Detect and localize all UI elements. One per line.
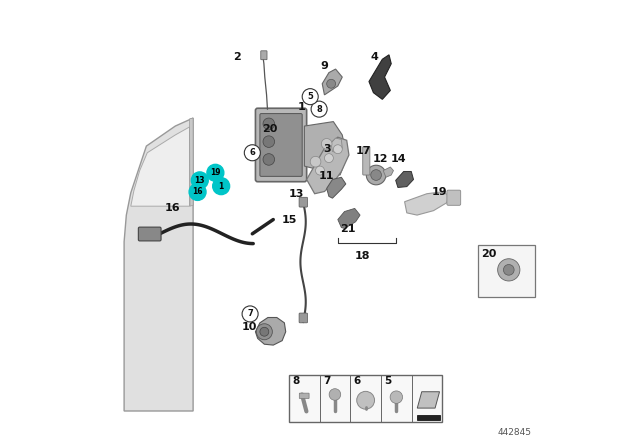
Polygon shape bbox=[417, 392, 440, 408]
Circle shape bbox=[326, 79, 335, 88]
Text: 9: 9 bbox=[321, 61, 328, 71]
Polygon shape bbox=[255, 318, 285, 345]
FancyBboxPatch shape bbox=[255, 108, 307, 182]
FancyBboxPatch shape bbox=[363, 146, 370, 175]
Text: 15: 15 bbox=[282, 215, 298, 225]
Circle shape bbox=[366, 165, 386, 185]
Circle shape bbox=[316, 166, 324, 175]
Text: 21: 21 bbox=[340, 224, 355, 234]
Text: 10: 10 bbox=[242, 322, 257, 332]
Circle shape bbox=[244, 145, 260, 161]
Circle shape bbox=[321, 138, 332, 149]
Circle shape bbox=[263, 136, 275, 147]
Polygon shape bbox=[124, 118, 193, 411]
Circle shape bbox=[310, 156, 321, 167]
Circle shape bbox=[371, 170, 381, 181]
Text: 6: 6 bbox=[250, 148, 255, 157]
FancyBboxPatch shape bbox=[138, 227, 161, 241]
Text: 20: 20 bbox=[481, 250, 496, 259]
Text: 6: 6 bbox=[354, 376, 361, 386]
Circle shape bbox=[324, 154, 333, 163]
Text: 19: 19 bbox=[210, 168, 221, 177]
Polygon shape bbox=[383, 167, 394, 177]
Text: 442845: 442845 bbox=[497, 428, 531, 437]
Text: 20: 20 bbox=[262, 124, 278, 134]
Circle shape bbox=[329, 389, 340, 400]
Polygon shape bbox=[331, 138, 342, 153]
Text: 19: 19 bbox=[431, 187, 447, 197]
Polygon shape bbox=[404, 192, 449, 215]
Polygon shape bbox=[305, 121, 347, 175]
Text: 4: 4 bbox=[371, 52, 378, 62]
Text: 7: 7 bbox=[247, 310, 253, 319]
Text: 16: 16 bbox=[164, 203, 180, 213]
Text: 11: 11 bbox=[319, 171, 335, 181]
Text: 13: 13 bbox=[195, 176, 205, 185]
Circle shape bbox=[207, 164, 224, 181]
Polygon shape bbox=[131, 127, 189, 206]
Text: 16: 16 bbox=[192, 187, 203, 196]
Circle shape bbox=[333, 145, 342, 154]
Polygon shape bbox=[189, 118, 193, 206]
Text: 7: 7 bbox=[323, 376, 330, 386]
Circle shape bbox=[390, 391, 403, 403]
FancyBboxPatch shape bbox=[299, 197, 308, 207]
Text: 1: 1 bbox=[218, 181, 224, 191]
Text: 13: 13 bbox=[289, 189, 305, 199]
Circle shape bbox=[302, 89, 318, 105]
Circle shape bbox=[263, 118, 275, 129]
FancyBboxPatch shape bbox=[260, 51, 267, 60]
Polygon shape bbox=[338, 208, 360, 228]
Text: 5: 5 bbox=[385, 376, 392, 386]
Polygon shape bbox=[307, 137, 349, 194]
Circle shape bbox=[260, 327, 269, 336]
Text: 17: 17 bbox=[356, 146, 371, 155]
FancyBboxPatch shape bbox=[260, 114, 302, 177]
Text: 3: 3 bbox=[323, 144, 331, 154]
Text: 8: 8 bbox=[316, 105, 322, 114]
Circle shape bbox=[257, 324, 273, 340]
Text: 2: 2 bbox=[234, 52, 241, 62]
Polygon shape bbox=[369, 55, 391, 99]
Circle shape bbox=[242, 306, 258, 322]
Circle shape bbox=[356, 392, 374, 409]
Circle shape bbox=[191, 172, 208, 189]
FancyBboxPatch shape bbox=[300, 393, 309, 398]
Circle shape bbox=[189, 184, 206, 200]
Text: 18: 18 bbox=[355, 251, 370, 261]
Text: 8: 8 bbox=[292, 376, 300, 386]
Text: 12: 12 bbox=[372, 155, 388, 164]
Polygon shape bbox=[326, 177, 346, 198]
Circle shape bbox=[311, 101, 327, 117]
Circle shape bbox=[212, 178, 230, 194]
Text: 14: 14 bbox=[391, 155, 406, 164]
Circle shape bbox=[504, 264, 514, 275]
Text: 5: 5 bbox=[307, 92, 313, 101]
Circle shape bbox=[263, 154, 275, 165]
FancyBboxPatch shape bbox=[417, 414, 440, 420]
FancyBboxPatch shape bbox=[299, 313, 308, 323]
Polygon shape bbox=[322, 69, 342, 95]
FancyBboxPatch shape bbox=[447, 190, 461, 205]
Circle shape bbox=[498, 259, 520, 281]
Text: 1: 1 bbox=[298, 102, 305, 112]
FancyBboxPatch shape bbox=[479, 245, 534, 297]
FancyBboxPatch shape bbox=[289, 375, 442, 422]
Polygon shape bbox=[396, 172, 413, 188]
